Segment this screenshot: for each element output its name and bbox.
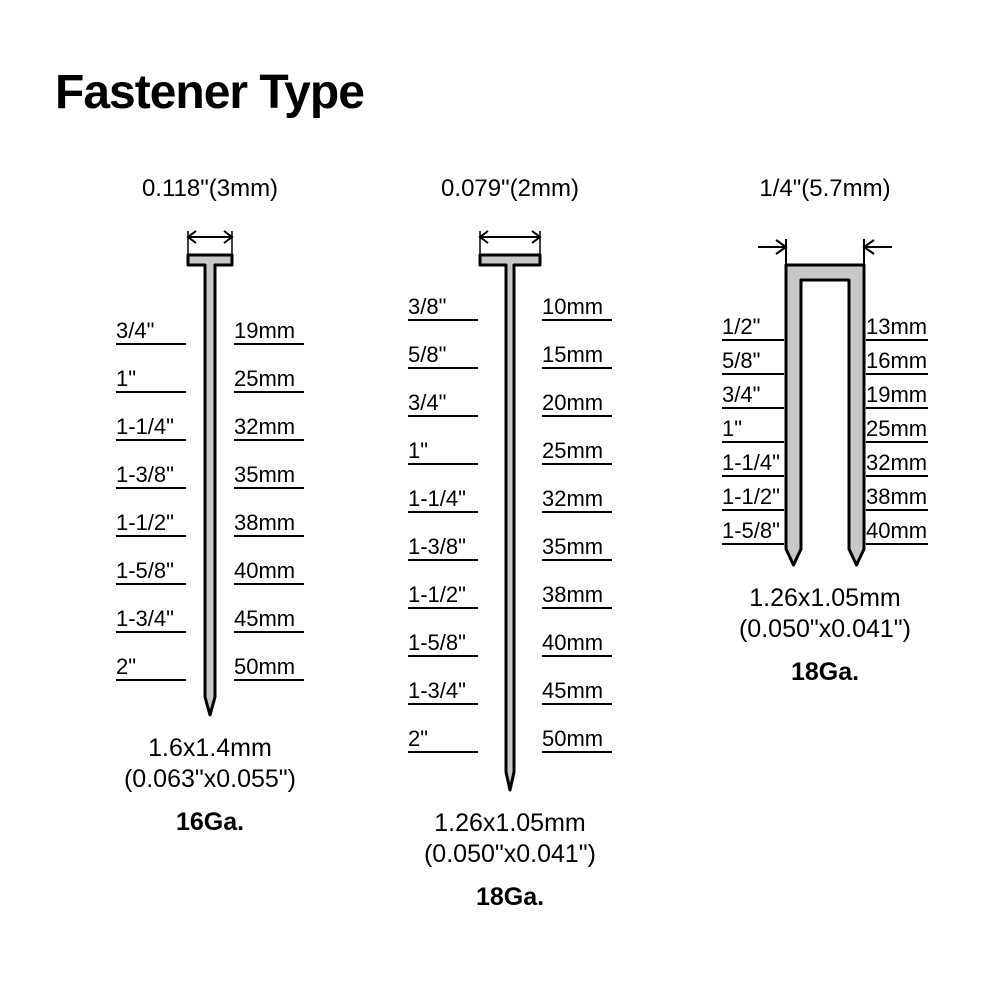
measurement-inches: 5/8" (408, 344, 478, 369)
measurement-inches: 1-1/2" (116, 512, 186, 537)
measurement-mm: 38mm (542, 584, 612, 609)
measurement-inches: 1" (722, 418, 784, 443)
measurement-inches: 1-3/4" (408, 680, 478, 705)
measurement-row: 1-5/8" 40mm (70, 557, 350, 585)
measurement-row: 1-1/4" 32mm (70, 413, 350, 441)
measurement-row: 1-3/4" 45mm (70, 605, 350, 633)
shank-dimension-mm: 1.26x1.05mm (685, 583, 965, 614)
measurement-row: 2" 50mm (370, 725, 650, 753)
measurement-mm: 38mm (866, 486, 928, 511)
measurement-mm: 40mm (866, 520, 928, 545)
measurement-mm: 16mm (866, 350, 928, 375)
measurement-inches: 1-1/4" (722, 452, 784, 477)
measurement-mm: 45mm (542, 680, 612, 705)
shank-dimension-mm: 1.6x1.4mm (70, 733, 350, 764)
measurement-row: 1-3/8" 35mm (70, 461, 350, 489)
measurement-inches: 2" (408, 728, 478, 753)
measurement-row: 1-1/4" 32mm (370, 485, 650, 513)
panel-nail18: 0.079"(2mm) 3/8" 10mm 5/8" 15mm 3/4" 20mm 1" 25… (370, 175, 650, 912)
measurement-row: 1/2" 13mm (685, 313, 965, 341)
measurement-inches: 1/2" (722, 316, 784, 341)
measurement-mm: 32mm (234, 416, 304, 441)
measurement-inches: 1-3/8" (116, 464, 186, 489)
measurement-row: 5/8" 16mm (685, 347, 965, 375)
gauge-label: 18Ga. (685, 658, 965, 687)
measurement-row: 1-5/8" 40mm (685, 517, 965, 545)
measurement-mm: 50mm (234, 656, 304, 681)
panel-staple18: 1/4"(5.7mm) 1/2" 13mm 5/8" 16mm 3/4" 19mm 1" 25… (685, 175, 965, 687)
measurement-inches: 3/4" (408, 392, 478, 417)
gauge-label: 16Ga. (70, 808, 350, 837)
measurement-row: 1-1/2" 38mm (685, 483, 965, 511)
measurement-inches: 3/4" (722, 384, 784, 409)
measurement-inches: 1-1/2" (408, 584, 478, 609)
measurement-inches: 1" (116, 368, 186, 393)
measurement-row: 2" 50mm (70, 653, 350, 681)
measurement-row: 1-1/2" 38mm (370, 581, 650, 609)
shank-dimension-in: (0.050"x0.041") (370, 839, 650, 870)
measurement-row: 3/4" 20mm (370, 389, 650, 417)
measurement-mm: 35mm (542, 536, 612, 561)
measurement-inches: 2" (116, 656, 186, 681)
measurement-mm: 25mm (866, 418, 928, 443)
measurement-row: 5/8" 15mm (370, 341, 650, 369)
measurement-inches: 1-3/8" (408, 536, 478, 561)
panel-nail16: 0.118"(3mm) 3/4" 19mm 1" 25mm 1-1/4" 32mm 1-3/… (70, 175, 350, 837)
measurement-mm: 13mm (866, 316, 928, 341)
measurement-mm: 38mm (234, 512, 304, 537)
measurement-row: 3/4" 19mm (70, 317, 350, 345)
measurement-mm: 45mm (234, 608, 304, 633)
shank-dimension-mm: 1.26x1.05mm (370, 808, 650, 839)
measurement-row: 1" 25mm (70, 365, 350, 393)
measurement-inches: 1-1/2" (722, 486, 784, 511)
head-dimension-label: 1/4"(5.7mm) (685, 175, 965, 203)
page-title: Fastener Type (55, 65, 364, 120)
measurement-inches: 1-1/4" (408, 488, 478, 513)
measurement-mm: 10mm (542, 296, 612, 321)
measurement-row: 1-5/8" 40mm (370, 629, 650, 657)
measurement-mm: 35mm (234, 464, 304, 489)
measurement-inches: 1-1/4" (116, 416, 186, 441)
measurement-mm: 25mm (542, 440, 612, 465)
measurement-inches: 1-3/4" (116, 608, 186, 633)
measurement-row: 1-3/4" 45mm (370, 677, 650, 705)
measurement-inches: 3/4" (116, 320, 186, 345)
measurement-mm: 19mm (866, 384, 928, 409)
measurement-mm: 15mm (542, 344, 612, 369)
measurement-inches: 3/8" (408, 296, 478, 321)
measurement-inches: 1-5/8" (116, 560, 186, 585)
shank-dimension-in: (0.050"x0.041") (685, 614, 965, 645)
measurement-inches: 5/8" (722, 350, 784, 375)
measurement-row: 1-1/2" 38mm (70, 509, 350, 537)
head-dimension-label: 0.118"(3mm) (70, 175, 350, 203)
measurement-inches: 1" (408, 440, 478, 465)
measurement-mm: 32mm (542, 488, 612, 513)
measurement-row: 1-1/4" 32mm (685, 449, 965, 477)
measurement-row: 3/8" 10mm (370, 293, 650, 321)
measurement-row: 1" 25mm (370, 437, 650, 465)
measurement-row: 3/4" 19mm (685, 381, 965, 409)
measurement-row: 1-3/8" 35mm (370, 533, 650, 561)
measurement-mm: 40mm (542, 632, 612, 657)
head-dimension-label: 0.079"(2mm) (370, 175, 650, 203)
measurement-mm: 25mm (234, 368, 304, 393)
measurement-inches: 1-5/8" (408, 632, 478, 657)
measurement-mm: 20mm (542, 392, 612, 417)
shank-dimension-in: (0.063"x0.055") (70, 764, 350, 795)
measurement-inches: 1-5/8" (722, 520, 784, 545)
measurement-row: 1" 25mm (685, 415, 965, 443)
measurement-mm: 32mm (866, 452, 928, 477)
measurement-mm: 40mm (234, 560, 304, 585)
measurement-mm: 19mm (234, 320, 304, 345)
gauge-label: 18Ga. (370, 883, 650, 912)
measurement-mm: 50mm (542, 728, 612, 753)
